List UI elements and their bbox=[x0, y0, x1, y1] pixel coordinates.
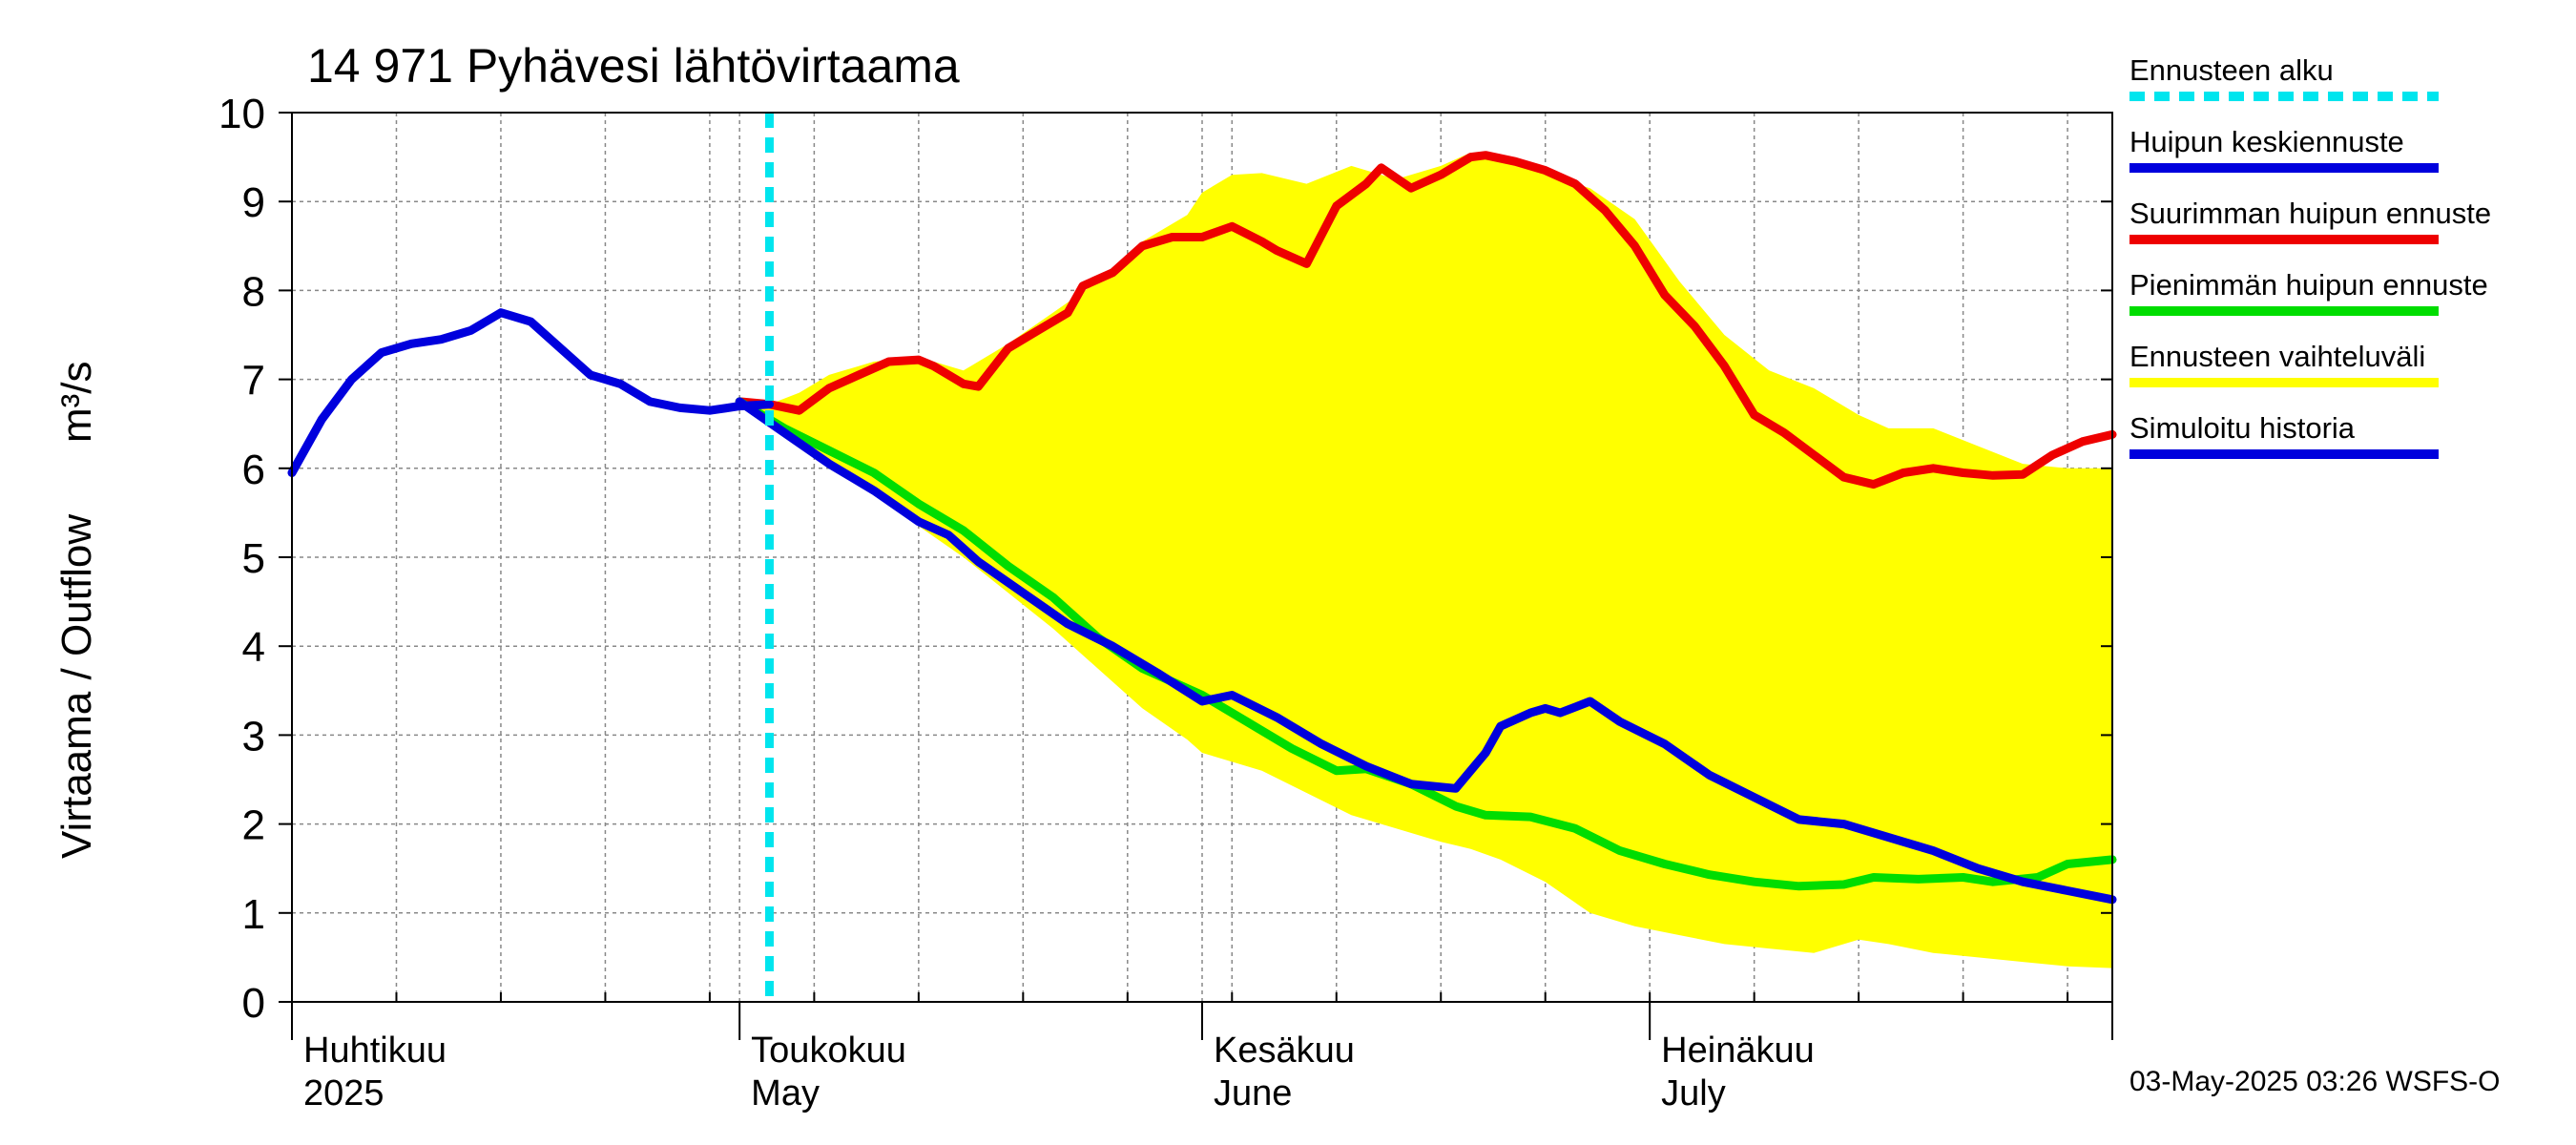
legend-label: Huipun keskiennuste bbox=[2129, 125, 2404, 158]
series-line-pienimm-n-huipun-ennuste bbox=[735, 397, 2117, 891]
month-label: Kesäkuu bbox=[1214, 1030, 1355, 1071]
legend-label: Ennusteen vaihteluväli bbox=[2129, 340, 2425, 373]
month-label: Huhtikuu bbox=[303, 1030, 447, 1071]
month-label-en: 2025 bbox=[303, 1073, 384, 1114]
axis-ticks bbox=[279, 112, 2113, 1040]
series-range-band bbox=[739, 152, 2113, 968]
series-line-simuloitu-historia bbox=[287, 308, 774, 477]
y-tick-label: 9 bbox=[242, 179, 265, 226]
y-tick-label: 10 bbox=[218, 91, 265, 137]
y-tick-label: 6 bbox=[242, 447, 265, 493]
month-label-en: June bbox=[1214, 1073, 1292, 1114]
month-label-en: May bbox=[751, 1073, 820, 1114]
footer-timestamp: 03-May-2025 03:26 WSFS-O bbox=[2129, 1066, 2501, 1097]
y-axis-unit: m³/s bbox=[53, 361, 100, 443]
y-axis-label: Virtaama / Outflow m³/s bbox=[53, 361, 100, 859]
y-tick-label: 2 bbox=[242, 802, 265, 849]
y-tick-label: 3 bbox=[242, 713, 265, 760]
month-label: Heinäkuu bbox=[1661, 1030, 1815, 1071]
y-tick-labels: 0 1 2 3 4 5 6 7 8 9 10 bbox=[218, 91, 265, 1027]
y-tick-label: 4 bbox=[242, 624, 265, 671]
y-tick-label: 1 bbox=[242, 891, 265, 938]
series-line-huipun-keskiennuste bbox=[735, 397, 2117, 905]
legend-label: Ennusteen alku bbox=[2129, 53, 2334, 87]
legend: Ennusteen alku Huipun keskiennuste Suurimm… bbox=[2129, 53, 2491, 459]
legend-label: Pienimmän huipun ennuste bbox=[2129, 268, 2488, 302]
forecast-range-band bbox=[739, 152, 2113, 968]
y-tick-label: 5 bbox=[242, 535, 265, 582]
y-tick-label: 0 bbox=[242, 980, 265, 1027]
legend-label: Suurimman huipun ennuste bbox=[2129, 197, 2491, 230]
y-tick-label: 8 bbox=[242, 268, 265, 315]
series-lines bbox=[287, 151, 2117, 905]
series-line-suurimman-huipun-ennuste bbox=[735, 151, 2117, 489]
chart-title: 14 971 Pyhävesi lähtövirtaama bbox=[307, 39, 960, 93]
y-axis-label-text: Virtaama / Outflow bbox=[53, 514, 100, 859]
legend-label: Simuloitu historia bbox=[2129, 411, 2356, 445]
y-tick-label: 7 bbox=[242, 358, 265, 405]
month-label: Toukokuu bbox=[751, 1030, 906, 1071]
month-label-en: July bbox=[1661, 1073, 1726, 1114]
